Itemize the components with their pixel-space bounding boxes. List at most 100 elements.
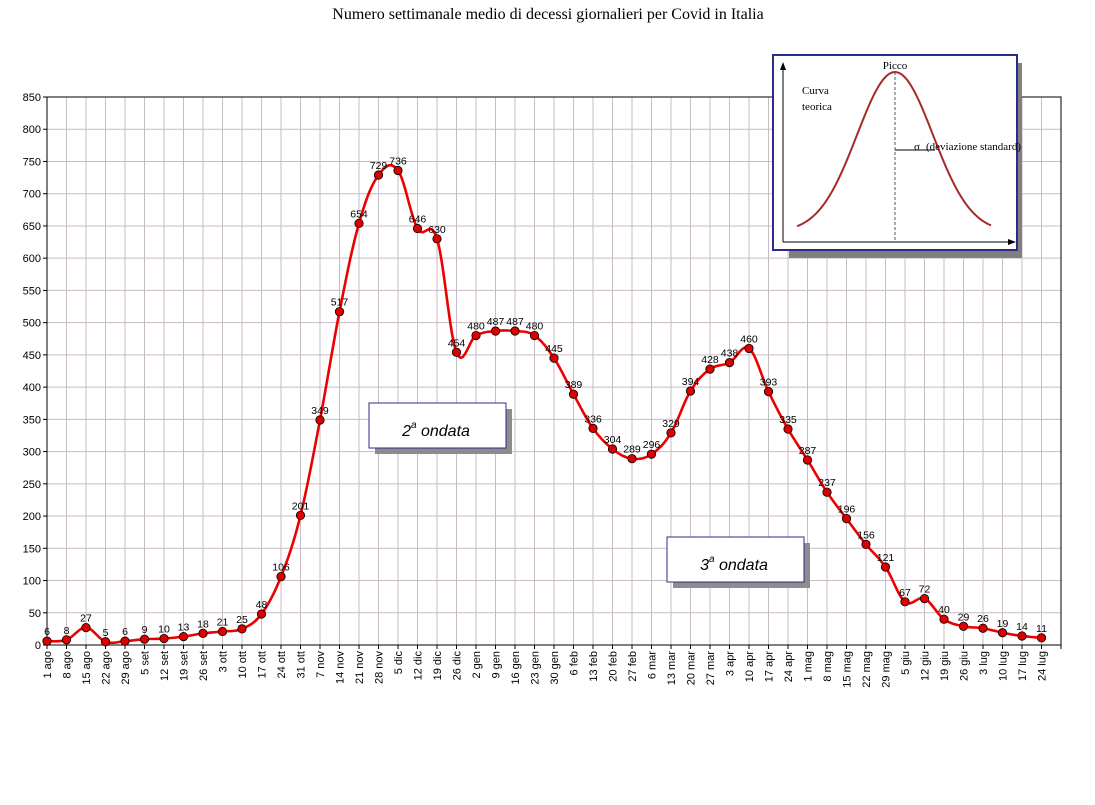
y-tick-label: 150 xyxy=(23,543,41,555)
x-tick-label: 10 lug xyxy=(998,651,1010,681)
data-label: 487 xyxy=(506,316,524,328)
x-tick-label: 19 dic xyxy=(432,651,444,681)
annotation-2a-number: 2 xyxy=(401,423,411,440)
data-label: 27 xyxy=(80,613,92,625)
x-tick-label: 24 lug xyxy=(1037,651,1049,681)
x-tick-label: 9 gen xyxy=(491,651,503,679)
data-label: 454 xyxy=(448,337,466,349)
data-label: 287 xyxy=(799,445,817,457)
x-tick-label: 13 feb xyxy=(588,651,600,682)
x-tick-label: 19 giu xyxy=(939,651,951,681)
data-point xyxy=(705,364,715,374)
x-tick-label: 29 mag xyxy=(881,651,893,688)
x-tick-label: 22 mag xyxy=(861,651,873,688)
data-label: 438 xyxy=(721,348,739,360)
x-tick-label: 15 mag xyxy=(842,651,854,688)
x-tick-label: 8 ago xyxy=(62,651,74,679)
data-label: 393 xyxy=(760,377,778,389)
x-tick-label: 28 nov xyxy=(374,651,386,685)
data-label: 646 xyxy=(409,214,427,226)
y-axis: 0 50 100 150 200 250 300 350 400 450 500 550 600 650 7… xyxy=(23,92,47,652)
x-tick-label: 5 set xyxy=(140,651,152,675)
x-tick-label: 27 mar xyxy=(705,651,717,686)
annotation-2a-ondata: 2a ondata xyxy=(368,402,512,454)
x-tick-label: 24 apr xyxy=(783,651,795,683)
data-point xyxy=(432,234,442,244)
data-point xyxy=(295,510,306,521)
x-tick-label: 3 ott xyxy=(218,651,230,672)
data-point xyxy=(724,358,735,368)
x-tick-label: 20 feb xyxy=(608,651,620,682)
x-tick-label: 3 apr xyxy=(725,651,737,676)
x-tick-label: 27 feb xyxy=(627,651,639,682)
data-label: 201 xyxy=(292,500,310,512)
x-tick-label: 19 set xyxy=(179,651,191,681)
data-point xyxy=(510,326,520,336)
x-tick-label: 7 nov xyxy=(315,651,327,678)
data-label: 5 xyxy=(103,627,109,639)
data-point xyxy=(588,423,598,433)
data-point xyxy=(900,597,910,607)
inset-y-arrow xyxy=(780,62,786,70)
data-label: 196 xyxy=(838,504,856,516)
y-tick-label: 350 xyxy=(23,414,41,426)
x-tick-label: 17 ott xyxy=(257,651,269,679)
data-point xyxy=(627,454,637,464)
x-tick-label: 13 mar xyxy=(666,651,678,686)
data-point xyxy=(919,593,930,604)
inset-curve-label-1: Curva xyxy=(802,85,829,97)
inset-sd-label: (deviazione standard) xyxy=(926,141,1021,153)
data-point xyxy=(217,626,228,637)
y-tick-label: 700 xyxy=(23,189,41,201)
data-point xyxy=(61,635,72,645)
y-tick-label: 450 xyxy=(23,350,41,362)
x-tick-label: 6 feb xyxy=(569,651,581,675)
data-labels: 6 8 27 5 6 9 10 13 18 21 25 48 106 201 349 517 654 729 736… xyxy=(44,155,1047,638)
y-tick-label: 850 xyxy=(23,92,41,104)
data-point xyxy=(783,424,793,434)
x-tick-label: 24 ott xyxy=(276,651,288,679)
data-label: 72 xyxy=(919,584,931,596)
data-point xyxy=(1036,633,1047,643)
y-tick-label: 800 xyxy=(23,124,41,136)
annotation-3a-sup: a xyxy=(709,554,715,565)
svg-text:3a ondata: 3a ondata xyxy=(700,554,768,575)
data-point xyxy=(81,622,91,633)
data-point xyxy=(880,562,891,572)
x-tick-label: 14 nov xyxy=(335,651,347,685)
inset-theoretical-curve: Picco Curva teorica σ (deviazione standa… xyxy=(772,54,1022,258)
annotation-3a-rest: ondata xyxy=(715,557,768,574)
data-label: 14 xyxy=(1016,621,1028,633)
inset-x-arrow xyxy=(1008,239,1016,245)
data-label: 25 xyxy=(236,614,248,626)
data-point xyxy=(1017,631,1027,641)
data-label: 428 xyxy=(701,354,719,366)
data-point xyxy=(42,636,52,646)
data-label: 40 xyxy=(938,604,950,616)
x-tick-label: 1 mag xyxy=(803,651,815,682)
x-tick-label: 20 mar xyxy=(686,651,698,686)
x-axis: 1 ago 8 ago 15 ago 22 ago 29 ago 5 set 12 set 1… xyxy=(42,645,1062,688)
data-point xyxy=(139,634,150,644)
data-point xyxy=(549,353,559,363)
y-tick-label: 600 xyxy=(23,253,41,265)
series-markers xyxy=(42,165,1047,647)
annotation-2a-rest: ondata xyxy=(417,423,470,440)
annotation-3a-number: 3 xyxy=(700,557,709,574)
data-label: 106 xyxy=(272,562,290,574)
data-point xyxy=(978,623,988,633)
data-label: 630 xyxy=(428,224,446,236)
data-label: 29 xyxy=(958,611,970,623)
x-tick-label: 12 dic xyxy=(413,651,425,681)
y-tick-label: 550 xyxy=(23,285,41,297)
y-tick-label: 50 xyxy=(29,608,41,620)
data-label: 480 xyxy=(526,321,544,333)
data-label: 736 xyxy=(389,155,407,167)
data-label: 156 xyxy=(857,529,875,541)
chart-title: Numero settimanale medio di decessi gior… xyxy=(332,6,763,23)
data-point xyxy=(763,387,774,397)
data-point xyxy=(120,636,130,646)
x-tick-label: 16 gen xyxy=(510,651,522,685)
data-point xyxy=(373,170,384,180)
